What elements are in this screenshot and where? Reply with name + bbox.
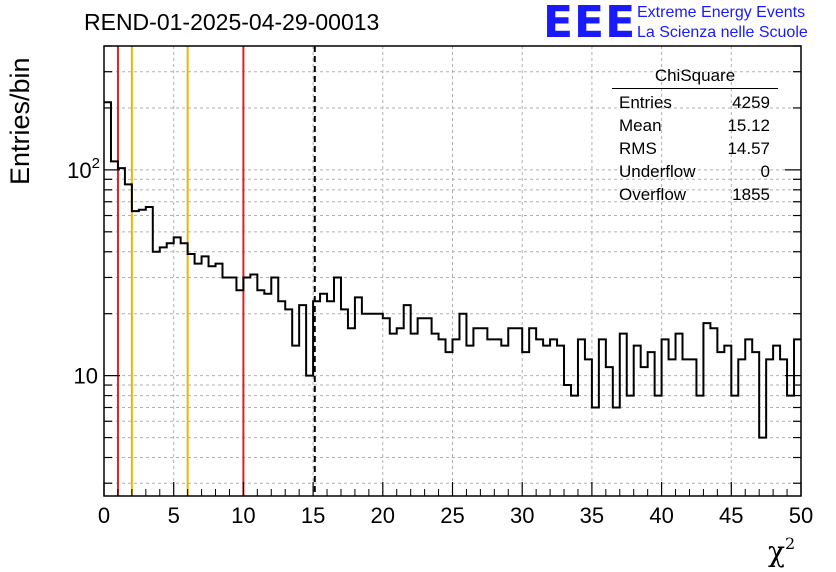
y-axis-label: Entries/bin [5,57,35,185]
x-axis-label-main: χ [768,535,785,568]
stats-label: Underflow [619,162,696,181]
x-tick-label: 45 [719,503,743,528]
stats-value: 0 [760,162,770,181]
stats-box: ChiSquare Entries 4259 Mean 15.12 RMS 14.57… [612,66,778,206]
stats-row-rms: RMS 14.57 [612,137,778,160]
x-tick-label: 10 [231,503,255,528]
eee-logo: EEE [543,0,637,48]
axis-ticks [103,45,802,496]
stats-label: Mean [619,116,662,135]
stats-row-entries: Entries 4259 [612,91,778,114]
histogram-line [104,101,801,439]
stats-value: 1855 [732,185,770,204]
x-tick-label: 25 [440,503,464,528]
stats-value: 14.57 [727,139,770,158]
x-tick-label: 30 [510,503,534,528]
y-tick-label: 102 [67,155,100,183]
x-tick-label: 0 [98,503,110,528]
y-tick-label-sup: 2 [92,155,100,172]
stats-value: 4259 [732,93,770,112]
stats-row-mean: Mean 15.12 [612,114,778,137]
stats-label: Overflow [619,185,687,204]
x-axis-label-sup: 2 [784,534,796,553]
x-tick-label: 40 [649,503,673,528]
x-tick-label: 35 [580,503,604,528]
stats-label: RMS [619,139,657,158]
stats-label: Entries [619,93,672,112]
logo-caption: Extreme Energy Events La Scienza nelle S… [637,3,808,43]
stats-title: ChiSquare [612,66,778,89]
y-tick-label: 10 [74,364,98,389]
threshold-lines [116,46,316,496]
stats-row-overflow: Overflow 1855 [612,183,778,206]
logo-line-1: Extreme Energy Events [637,4,806,21]
chart-title: REND-01-2025-04-29-00013 [84,9,380,35]
stats-row-underflow: Underflow 0 [612,160,778,183]
x-tick-label: 15 [301,503,325,528]
logo-line-2: La Scienza nelle Scuole [637,24,808,41]
x-tick-label: 20 [371,503,395,528]
x-tick-label: 50 [789,503,813,528]
x-tick-labels: 0 5 10 15 20 25 30 35 40 45 50 [98,503,813,528]
x-tick-label: 5 [168,503,180,528]
x-axis-label: χ2 [768,534,795,568]
y-tick-label-base: 10 [67,158,91,183]
stats-value: 15.12 [727,116,770,135]
